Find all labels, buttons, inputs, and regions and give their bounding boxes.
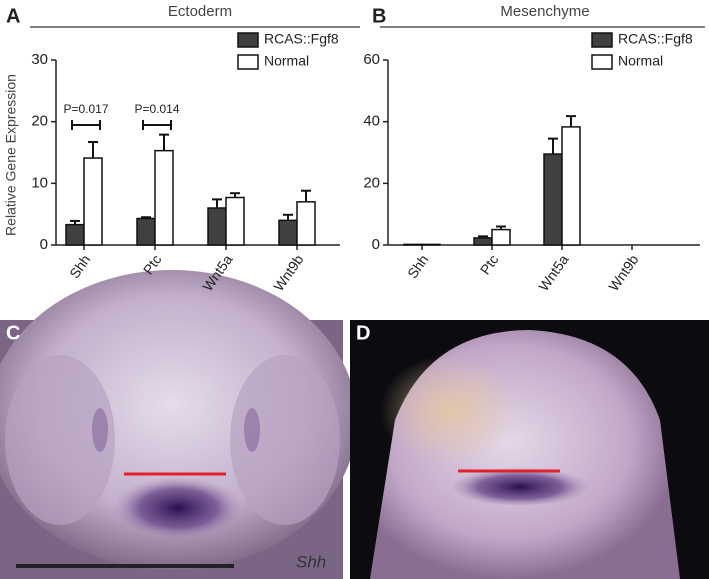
bar bbox=[543, 153, 563, 246]
y-tick-label: 0 bbox=[372, 236, 380, 253]
bar bbox=[296, 201, 316, 246]
y-tick-label: 60 bbox=[363, 51, 380, 68]
bar bbox=[473, 237, 493, 246]
legend-swatch bbox=[237, 54, 259, 70]
legend-swatch bbox=[591, 32, 613, 48]
bar bbox=[65, 223, 85, 246]
bar bbox=[561, 126, 581, 246]
x-tick-label: Shh bbox=[66, 252, 93, 282]
bar bbox=[278, 219, 298, 246]
legend-label: RCAS::Fgf8 bbox=[264, 31, 339, 47]
photo-d bbox=[350, 320, 709, 579]
legend-swatch bbox=[591, 54, 613, 70]
y-tick-label: 10 bbox=[31, 174, 48, 191]
x-tick-label: Wnt5a bbox=[535, 251, 571, 293]
legend-label: RCAS::Fgf8 bbox=[618, 31, 693, 47]
y-tick-label: 30 bbox=[31, 51, 48, 68]
bar bbox=[421, 243, 441, 246]
bar bbox=[83, 157, 103, 246]
y-tick-label: 20 bbox=[363, 174, 380, 191]
y-tick-label: 20 bbox=[31, 113, 48, 130]
legend-label: Normal bbox=[618, 53, 663, 69]
panel-label: A bbox=[6, 5, 20, 27]
bar bbox=[225, 196, 245, 246]
bar bbox=[491, 228, 511, 246]
y-tick-label: 0 bbox=[40, 236, 48, 253]
photo-c bbox=[0, 270, 357, 579]
p-value: P=0.017 bbox=[63, 102, 108, 116]
legend-label: Normal bbox=[264, 53, 309, 69]
panel-label: D bbox=[356, 322, 370, 344]
x-tick-label: Wnt9b bbox=[270, 251, 306, 293]
chart-title: Ectoderm bbox=[168, 3, 232, 20]
panel-label: C bbox=[6, 322, 20, 344]
panel-label: B bbox=[372, 5, 386, 27]
x-tick-label: Ptc bbox=[477, 252, 502, 278]
gene-caption: Shh bbox=[296, 552, 326, 571]
bar bbox=[154, 149, 174, 246]
bar bbox=[136, 217, 156, 246]
y-axis-label: Relative Gene Expression bbox=[3, 74, 19, 236]
bar bbox=[403, 243, 423, 246]
chart-title: Mesenchyme bbox=[500, 3, 589, 20]
p-value: P=0.014 bbox=[134, 102, 179, 116]
x-tick-label: Shh bbox=[404, 252, 431, 282]
legend-swatch bbox=[237, 32, 259, 48]
x-tick-label: Wnt9b bbox=[605, 251, 641, 293]
y-tick-label: 40 bbox=[363, 113, 380, 130]
bar bbox=[207, 207, 227, 246]
